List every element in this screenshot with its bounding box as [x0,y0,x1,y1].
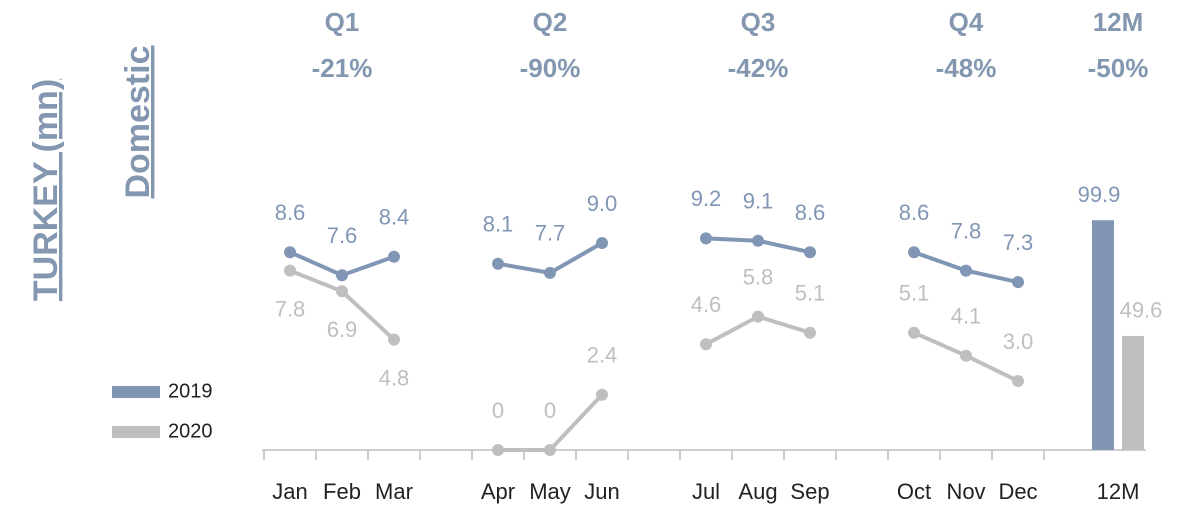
header-label: 12M [1093,7,1144,37]
point [1012,375,1024,387]
point [336,285,348,298]
data-label: 5.1 [899,281,930,306]
point [544,444,556,456]
point [960,349,972,362]
header-value: -50% [1088,53,1149,83]
data-label: 9.0 [587,191,618,216]
data-label: 8.6 [899,200,930,225]
header-label: Q1 [325,7,360,37]
data-label: 3.0 [1003,329,1034,354]
point [492,444,504,456]
point [804,246,816,259]
data-label: 4.1 [951,304,982,329]
data-label: 5.8 [743,264,774,289]
data-label: 9.2 [691,186,722,211]
point [908,326,920,339]
point [700,338,712,351]
data-label: 7.6 [327,223,358,248]
point [388,250,400,263]
x-tick-label: Mar [375,479,413,504]
legend-swatch [112,426,160,438]
legend-swatch [112,386,160,398]
x-tick-label: Jul [692,479,720,504]
point [492,257,504,270]
x-tick-label: 12M [1097,479,1140,504]
x-tick-label: Feb [323,479,361,504]
x-tick-label: Nov [946,479,985,504]
point [596,237,608,249]
point [908,246,920,259]
header-label: Q2 [533,7,568,37]
data-label: 2.4 [587,343,618,368]
x-tick-label: Aug [738,479,777,504]
point [284,264,296,277]
data-label: 0 [544,398,556,423]
bar [1122,335,1144,450]
header-value: -42% [728,53,789,83]
point [388,333,400,346]
legend-label: 2020 [168,420,213,442]
data-label: 4.6 [691,292,722,317]
data-label: 99.9 [1078,182,1121,207]
data-label: 7.8 [951,218,982,243]
x-tick-label: Jun [584,479,619,504]
side-label: Domestic [119,45,157,198]
data-label: 5.1 [795,281,826,306]
point [752,234,764,247]
point [284,246,296,259]
point [752,310,764,323]
data-label: 8.1 [483,212,514,237]
point [544,266,556,279]
x-tick-label: May [529,479,571,504]
point [804,326,816,339]
data-label: 8.6 [795,200,826,225]
point [596,388,608,401]
point [960,264,972,277]
point [336,269,348,282]
data-label: 7.8 [275,296,306,321]
data-label: 6.9 [327,317,358,342]
point [700,232,712,245]
x-tick-label: Apr [481,479,515,504]
data-label: 4.8 [379,365,410,390]
x-tick-label: Jan [272,479,307,504]
x-tick-label: Oct [897,479,931,504]
point [1012,276,1024,289]
side-label: TURKEY (mn) [27,79,65,301]
data-label: 49.6 [1120,298,1163,323]
x-tick-label: Sep [790,479,829,504]
data-label: 0 [492,398,504,423]
data-label: 8.6 [275,200,306,225]
data-label: 8.4 [379,205,410,230]
data-label: 7.7 [535,221,566,246]
data-label: 7.3 [1003,230,1034,255]
legend-label: 2019 [168,380,213,402]
header-value: -21% [312,53,373,83]
header-value: -48% [936,53,997,83]
data-label: 9.1 [743,189,774,214]
bar [1092,220,1114,450]
x-tick-label: Dec [998,479,1037,504]
header-label: Q3 [741,7,776,37]
header-label: Q4 [949,7,984,37]
header-value: -90% [520,53,581,83]
